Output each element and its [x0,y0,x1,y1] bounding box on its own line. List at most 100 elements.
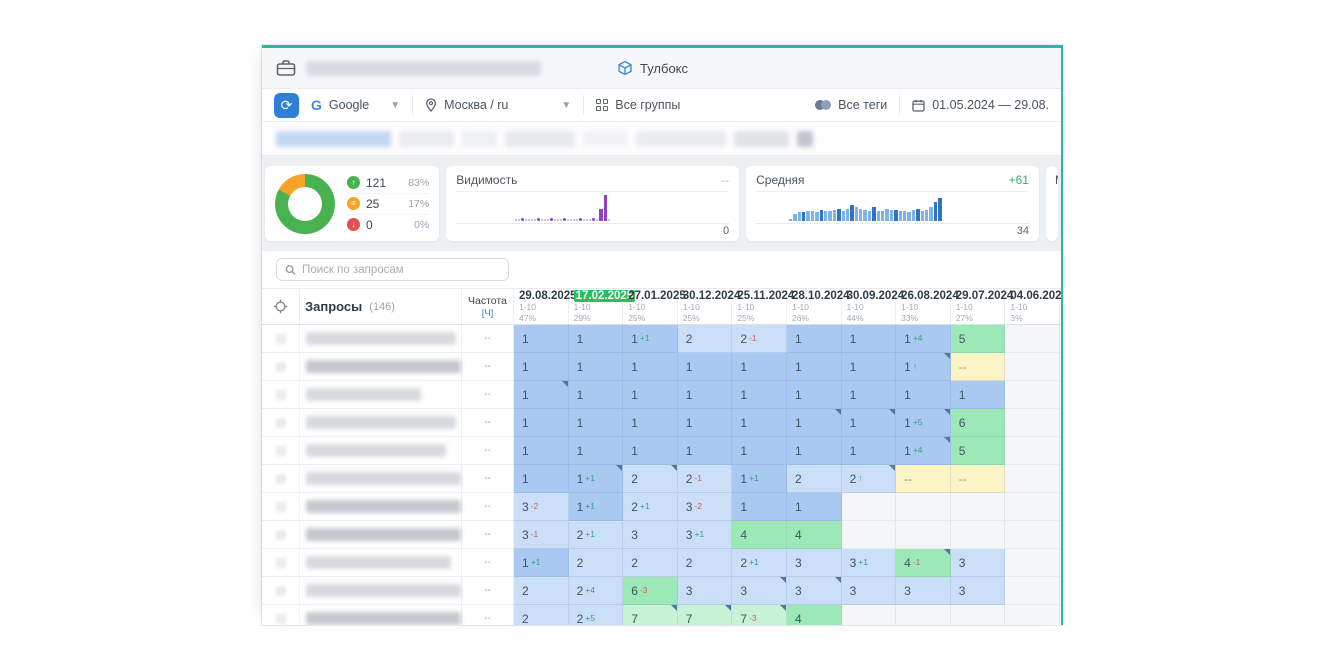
position-cell[interactable]: 1 [568,353,624,381]
position-cell[interactable] [896,605,951,625]
position-cell[interactable]: 2 [623,465,678,493]
position-cell[interactable] [1005,577,1060,605]
position-cell[interactable]: 1 [514,353,569,381]
table-row[interactable]: -- 3 -2 1 +1 2 +1 3 -2 1 1 [262,493,1061,521]
position-cell[interactable]: 1 [514,465,569,493]
position-cell[interactable]: 3 [623,521,678,549]
date-column-header[interactable]: 26.08.2024 1-10 33% [896,289,959,324]
position-cell[interactable]: 1 [677,437,733,465]
position-cell[interactable] [1005,493,1060,521]
row-select-cell[interactable] [262,465,300,492]
position-cell[interactable]: 1 [786,381,842,409]
position-cell[interactable]: 4 -1 [896,549,951,577]
position-cell[interactable]: 1 +1 [732,465,787,493]
position-cell[interactable]: 1 [623,353,678,381]
position-cell[interactable]: 3 -2 [514,493,569,521]
position-cell[interactable]: 2 ↑ [841,465,897,493]
position-cell[interactable]: 2 [568,549,624,577]
position-cell[interactable]: 2 [514,605,569,625]
position-cell[interactable]: 1 +1 [568,465,624,493]
position-cell[interactable]: 1 [677,409,733,437]
position-cell[interactable]: 1 [568,409,624,437]
position-cell[interactable]: 1 [568,437,624,465]
position-cell[interactable]: 1 [786,437,842,465]
row-select-cell[interactable] [262,549,300,576]
date-column-header[interactable]: 29.08.2025 1-10 47% [514,289,577,324]
position-cell[interactable]: 1 [623,381,678,409]
position-cell[interactable]: 7 -3 [732,605,787,625]
position-cell[interactable]: 1 [841,353,897,381]
row-select-cell[interactable] [262,381,300,408]
position-cell[interactable]: 3 [896,577,951,605]
position-cell[interactable]: 3 [786,549,842,577]
row-select-cell[interactable] [262,325,300,352]
date-range-picker[interactable]: 01.05.2024 — 29.08. [900,89,1049,121]
position-cell[interactable]: 3 +1 [677,521,733,549]
row-select-cell[interactable] [262,493,300,520]
position-cell[interactable]: 3 -2 [677,493,733,521]
position-cell[interactable] [1005,409,1060,437]
position-cell[interactable]: -- [950,353,1006,381]
table-row[interactable]: -- 1 1 1 1 1 1 1 1 +4 5 [262,437,1061,465]
table-row[interactable]: -- 3 -1 2 +1 3 3 +1 4 4 [262,521,1061,549]
position-cell[interactable]: 3 [950,577,1006,605]
position-cell[interactable]: 2 [786,465,842,493]
position-cell[interactable] [841,493,897,521]
position-cell[interactable]: 1 [732,409,787,437]
position-cell[interactable]: 1 [732,353,787,381]
row-select-cell[interactable] [262,605,300,625]
position-cell[interactable]: 2 [677,549,733,577]
position-cell[interactable]: 2 +4 [568,577,624,605]
position-cell[interactable] [950,605,1006,625]
query-name-cell[interactable] [300,549,462,576]
position-cell[interactable] [1005,437,1060,465]
position-cell[interactable]: 2 -1 [732,325,787,353]
position-cell[interactable]: 1 [623,409,678,437]
row-select-cell[interactable] [262,353,300,380]
row-select-cell[interactable] [262,521,300,548]
position-cell[interactable]: 2 [623,549,678,577]
position-cell[interactable]: 3 [950,549,1006,577]
position-cell[interactable]: 3 [786,577,842,605]
position-cell[interactable]: 4 [732,521,787,549]
position-cell[interactable]: -- [950,465,1006,493]
position-cell[interactable] [1005,381,1060,409]
position-cell[interactable]: 3 +1 [841,549,897,577]
position-cell[interactable]: 5 [950,325,1006,353]
position-cell[interactable]: 2 [514,577,569,605]
region-select[interactable]: Москва / ru ▼ [413,89,583,121]
position-cell[interactable] [896,493,951,521]
position-cell[interactable]: 1 [732,381,787,409]
position-cell[interactable]: 7 [623,605,678,625]
table-row[interactable]: -- 1 1 +1 2 2 -1 1 +1 2 2 ↑ -- -- [262,465,1061,493]
position-cell[interactable]: 1 [514,325,569,353]
position-cell[interactable]: 1 +1 [623,325,678,353]
position-cell[interactable] [1005,521,1060,549]
position-cell[interactable]: 1 [841,409,897,437]
query-name-cell[interactable] [300,381,462,408]
position-cell[interactable]: 1 [732,493,787,521]
position-cell[interactable] [1005,353,1060,381]
refresh-button[interactable]: ⟳ [274,92,299,118]
position-cell[interactable]: 3 -1 [514,521,569,549]
table-row[interactable]: -- 2 2 +4 6 -3 3 3 3 3 3 3 [262,577,1061,605]
position-cell[interactable]: 1 [841,325,897,353]
row-select-cell[interactable] [262,577,300,604]
position-cell[interactable]: 5 [950,437,1006,465]
tags-select[interactable]: Все теги [803,89,899,121]
position-cell[interactable]: 1 [677,381,733,409]
position-cell[interactable]: 1 ↑ [896,353,951,381]
position-cell[interactable] [1005,605,1060,625]
date-column-header[interactable]: 17.02.2025 1-10 29% [569,289,636,324]
position-cell[interactable]: 1 [950,381,1006,409]
position-cell[interactable]: 1 [732,437,787,465]
position-cell[interactable]: 1 [514,381,569,409]
query-name-cell[interactable] [300,605,462,625]
position-cell[interactable]: 1 [896,381,951,409]
position-cell[interactable] [896,521,951,549]
groups-select[interactable]: Все группы [584,89,692,121]
position-cell[interactable]: 2 -1 [677,465,733,493]
query-name-cell[interactable] [300,521,462,548]
position-cell[interactable] [950,521,1006,549]
table-row[interactable]: -- 1 1 1 1 1 1 1 1 +5 6 [262,409,1061,437]
